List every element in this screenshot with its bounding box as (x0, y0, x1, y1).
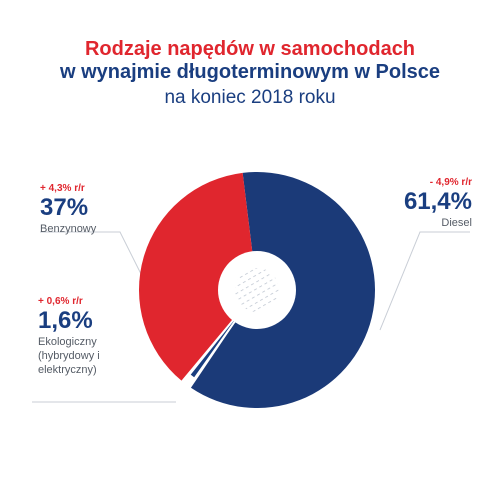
benzyna-change: + 4,3% r/r (40, 183, 85, 194)
diesel-percent: 61,4% (403, 188, 472, 215)
chart-title: Rodzaje napędów w samochodach w wynajmie… (0, 38, 500, 109)
leader-diesel (379, 231, 470, 331)
title-line-1: Rodzaje napędów w samochodach (84, 38, 416, 60)
diesel-change: - 4,9% r/r (429, 177, 472, 188)
center-pattern-icon (235, 268, 279, 312)
title-line-3: na koniec 2018 roku (164, 87, 336, 108)
eko-name-3: elektryczny) (38, 364, 97, 376)
leader-lines (32, 231, 470, 403)
benzyna-percent: 37% (40, 194, 89, 221)
eko-name-1: Ekologiczny (38, 336, 97, 348)
benzyna-name: Benzynowy (40, 223, 97, 235)
diesel-name: Diesel (441, 217, 472, 229)
pie-slices (138, 171, 376, 408)
eko-percent: 1,6% (38, 307, 93, 334)
eko-name-2: (hybrydowy i (38, 350, 100, 362)
leader-benzyna (40, 231, 151, 293)
eko-change: + 0,6% r/r (38, 296, 83, 307)
slice-benzyna (138, 172, 257, 381)
title-line-2: w wynajmie długoterminowym w Polsce (59, 61, 441, 83)
label-diesel: - 4,9% r/r 61,4% Diesel (404, 177, 472, 230)
label-benzyna: + 4,3% r/r 37% Benzynowy (40, 183, 96, 236)
label-eko: + 0,6% r/r 1,6% Ekologiczny (hybrydowy i… (38, 296, 100, 377)
